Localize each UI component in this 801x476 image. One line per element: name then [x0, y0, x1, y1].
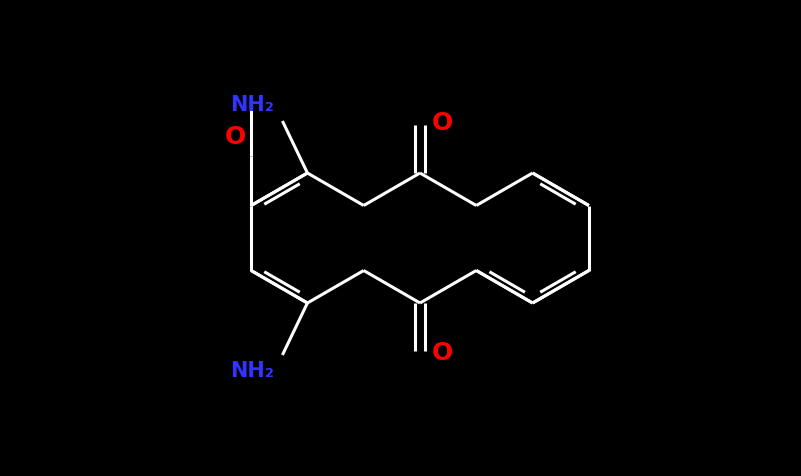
Text: NH₂: NH₂	[231, 361, 275, 381]
Text: O: O	[432, 111, 453, 135]
Text: O: O	[225, 125, 246, 149]
Text: O: O	[432, 341, 453, 365]
Text: NH₂: NH₂	[231, 95, 275, 115]
